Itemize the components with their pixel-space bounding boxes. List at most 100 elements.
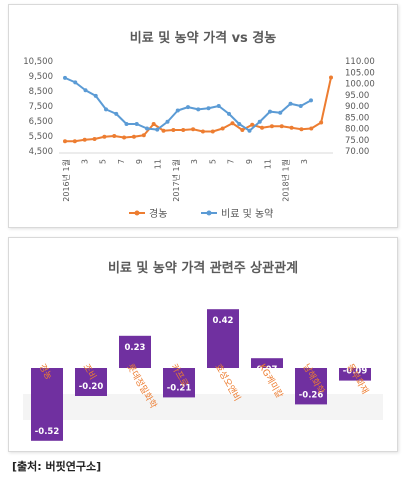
bar-value-label: -0.21	[167, 383, 192, 393]
correlation-bar	[207, 309, 239, 368]
left-axis-tick-label: 8,500	[29, 87, 53, 97]
series-point	[196, 107, 201, 112]
right-axis-tick-label: 75.00	[345, 136, 369, 146]
series-point	[269, 124, 274, 129]
price-comparison-chart-panel: 비료 및 농약 가격 vs 경농 10,500 9,500 8,500 7,500 6,…	[8, 4, 398, 228]
series-line	[65, 77, 332, 143]
legend-label: 경농	[149, 207, 167, 220]
legend-label: 비료 및 농약	[221, 208, 273, 220]
series-point	[230, 121, 235, 126]
bar-value-label: 0.07	[257, 365, 278, 375]
correlation-bar	[163, 368, 195, 398]
left-axis-tick-label: 10,500	[23, 57, 53, 67]
series-point	[200, 129, 205, 134]
series-point	[299, 127, 304, 132]
series-point	[165, 119, 170, 124]
correlation-bar	[295, 368, 327, 405]
x-axis-tick-label: 5	[99, 159, 108, 164]
x-axis-tick-label: 7	[117, 159, 126, 164]
series-point	[319, 120, 324, 125]
series-point	[73, 80, 78, 85]
right-axis-tick-label: 85.00	[345, 113, 369, 123]
left-axis-tick-label: 9,500	[29, 72, 53, 82]
line-chart-svg: 10,500 9,500 8,500 7,500 6,500 5,500 4,500 110.…	[23, 57, 375, 220]
series-line	[64, 76, 312, 132]
x-axis-tick-label: 9	[135, 159, 144, 164]
series-point	[181, 128, 186, 132]
series-point	[155, 127, 160, 132]
x-axis-tick-label: 2018년 1월	[281, 159, 291, 202]
series-point	[250, 122, 255, 127]
series-point	[104, 107, 108, 112]
correlation-bar	[251, 358, 283, 368]
legend-swatch-marker	[134, 210, 140, 216]
series-point	[151, 122, 156, 126]
right-axis-tick-label: 105.00	[345, 68, 375, 78]
series-point	[134, 122, 139, 126]
right-axis-tick-label: 80.00	[345, 125, 369, 135]
series-point	[329, 75, 333, 80]
series-point	[240, 128, 245, 132]
series-point	[92, 137, 97, 141]
correlation-chart-panel: 비료 및 농약 가격 관련주 상관관계 -0.52 경농 -0.20 조비 0.23 롯데…	[8, 237, 398, 452]
series-point	[220, 126, 225, 131]
x-axis-tick-label: 3	[80, 159, 89, 164]
series-point	[289, 125, 294, 130]
right-axis-tick-label: 70.00	[345, 147, 369, 157]
series-point	[227, 111, 231, 116]
series-point	[145, 126, 149, 131]
left-axis-tick-label: 7,500	[29, 102, 53, 112]
bar-value-label: 0.23	[125, 343, 146, 353]
x-axis-tick-label: 2016년 1월	[61, 159, 71, 202]
series-point	[131, 134, 136, 139]
series-point	[288, 101, 293, 106]
right-axis-tick-label: 90.00	[345, 102, 369, 112]
series-point	[216, 104, 221, 108]
series-point	[83, 88, 88, 93]
right-axis-tick-label: 110.00	[345, 57, 375, 67]
series-point	[63, 139, 67, 144]
x-axis-tick-label: 2017년 1월	[171, 159, 181, 202]
correlation-bar	[119, 335, 151, 368]
series-point	[161, 128, 166, 133]
series-point	[191, 127, 196, 132]
series-point	[257, 119, 262, 124]
series-point	[171, 128, 176, 132]
series-point	[112, 134, 117, 138]
series-point	[82, 137, 87, 142]
x-axis-tick-label: 11	[263, 159, 272, 169]
x-axis-tick-label: 7	[227, 159, 236, 164]
series-point	[210, 129, 215, 134]
correlation-bar	[75, 368, 107, 396]
series-point	[141, 133, 146, 138]
left-axis-tick-label: 5,500	[29, 132, 53, 142]
left-axis-tick-label: 6,500	[29, 117, 53, 127]
series-point	[298, 104, 303, 108]
series-point	[309, 98, 313, 103]
left-axis-tick-label: 4,500	[29, 147, 53, 157]
x-axis-tick-label: 5	[208, 159, 217, 164]
line-chart-title: 비료 및 농약 가격 vs 경농	[129, 31, 277, 46]
series-point	[102, 134, 107, 139]
series-point	[237, 122, 242, 126]
bar-value-label: -0.09	[343, 367, 368, 377]
bar-value-label: -0.20	[79, 382, 104, 392]
x-axis-tick-label: 11	[154, 159, 163, 169]
floor-shadow	[23, 394, 383, 420]
series-point	[247, 128, 252, 133]
source-note: [출처: 버핏연구소]	[12, 460, 102, 473]
x-axis-tick-label: 3	[190, 159, 199, 164]
right-axis-tick-label: 100.00	[345, 80, 375, 90]
x-axis-tick-label: 3	[300, 159, 309, 164]
bar-chart-title: 비료 및 농약 가격 관련주 상관관계	[107, 261, 299, 276]
right-axis-tick-label: 95.00	[345, 91, 369, 101]
series-point	[186, 105, 190, 110]
series-point	[279, 124, 284, 129]
series-point	[72, 139, 77, 144]
bar-value-label: 0.42	[213, 316, 234, 326]
series-point	[124, 122, 129, 126]
correlation-bar	[31, 368, 63, 441]
series-point	[175, 108, 180, 113]
series-point	[278, 110, 283, 115]
